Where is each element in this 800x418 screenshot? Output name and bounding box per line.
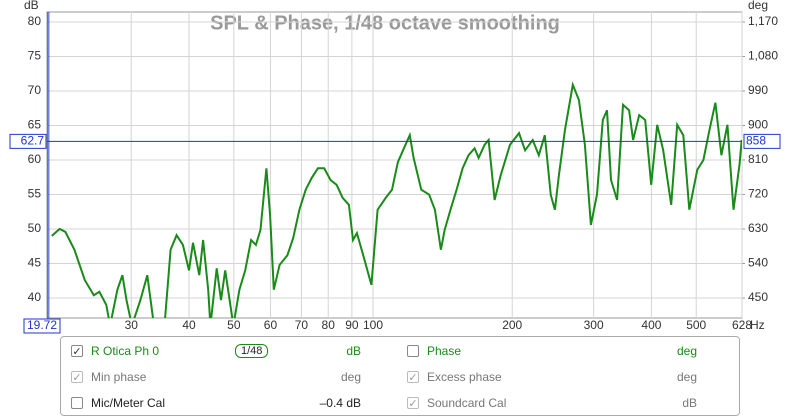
y2-tick-label: 900 — [748, 118, 768, 132]
unit-label: dB — [346, 344, 361, 358]
y2-tick-label: 990 — [748, 83, 768, 97]
y2-tick-label: 540 — [748, 256, 768, 270]
legend-row: R Otica Ph 0 — [71, 342, 159, 360]
cursor-x-label: 19.72 — [27, 318, 57, 332]
legend-label: Phase — [427, 344, 462, 358]
x-tick-label: 500 — [686, 318, 706, 332]
x-tick-label: 200 — [502, 318, 522, 332]
legend-label: R Otica Ph 0 — [91, 344, 160, 358]
unit-label: deg — [676, 370, 697, 384]
y-tick-label: 70 — [28, 83, 42, 97]
legend-row: Phase — [407, 342, 461, 360]
y-tick-label: 65 — [28, 118, 42, 132]
y2-tick-label: 630 — [748, 221, 768, 235]
y-axis-label: dB — [24, 0, 39, 12]
x-tick-label: 300 — [584, 318, 604, 332]
x-tick-label: 30 — [125, 318, 139, 332]
legend-row: Mic/Meter Cal — [71, 394, 165, 412]
x-tick-label: 50 — [227, 318, 241, 332]
x-tick-label: 628 — [732, 318, 752, 332]
checkbox[interactable] — [407, 371, 419, 383]
y-tick-label: 75 — [28, 49, 42, 63]
legend-label: Mic/Meter Cal — [91, 396, 166, 410]
legend-label: Excess phase — [427, 370, 502, 384]
y2-axis-label: deg — [748, 0, 768, 12]
legend-row: Soundcard Cal — [407, 394, 506, 412]
legend-label: Min phase — [91, 370, 147, 384]
x-tick-label: 60 — [264, 318, 278, 332]
unit-label: –0.4 dB — [319, 396, 361, 410]
legend-row: Min phase — [71, 368, 146, 386]
x-tick-label: 80 — [322, 318, 336, 332]
series-line — [51, 81, 742, 318]
y-tick-label: 45 — [28, 256, 42, 270]
y-tick-label: 50 — [28, 221, 42, 235]
unit-label: deg — [340, 370, 361, 384]
checkbox[interactable] — [407, 345, 419, 357]
x-tick-label: 40 — [182, 318, 196, 332]
unit-label: dB — [682, 396, 697, 410]
x-tick-label: 400 — [641, 318, 661, 332]
y-tick-label: 60 — [28, 152, 42, 166]
y2-tick-label: 720 — [748, 187, 768, 201]
smoothing-badge: 1/48 — [235, 344, 269, 358]
checkbox[interactable] — [71, 371, 83, 383]
y2-tick-label: 1,080 — [748, 49, 778, 63]
cursor-y-label: 62.7 — [21, 134, 45, 148]
y-tick-label: 55 — [28, 187, 42, 201]
y2-tick-label: 450 — [748, 290, 768, 304]
y-tick-label: 80 — [28, 14, 42, 28]
cursor-y2-label: 858 — [746, 134, 766, 148]
chart-title: SPL & Phase, 1/48 octave smoothing — [210, 12, 560, 34]
legend-row: Excess phase — [407, 368, 502, 386]
checkbox[interactable] — [71, 345, 83, 357]
cursor-y2-label-box — [743, 133, 781, 149]
cursor-x-label-box — [23, 318, 61, 334]
chart: dB deg Hz SPL & Phase, 1/48 octave smoot… — [9, 0, 781, 334]
checkbox[interactable] — [71, 397, 83, 409]
x-tick-label: 90 — [345, 318, 359, 332]
legend-label: Soundcard Cal — [427, 396, 507, 410]
y2-tick-label: 1,170 — [748, 14, 778, 28]
checkbox[interactable] — [407, 397, 419, 409]
x-tick-label: 100 — [363, 318, 383, 332]
x-tick-label: 70 — [295, 318, 309, 332]
y-tick-label: 40 — [28, 290, 42, 304]
legend-panel: R Otica Ph 0 dB 1/48 Phase deg Min phase deg Ex… — [60, 336, 740, 416]
unit-label: deg — [676, 344, 697, 358]
x-unit: Hz — [750, 318, 765, 332]
cursor-y-label-box — [9, 133, 47, 149]
plot-area — [46, 11, 743, 319]
y2-tick-label: 810 — [748, 152, 768, 166]
